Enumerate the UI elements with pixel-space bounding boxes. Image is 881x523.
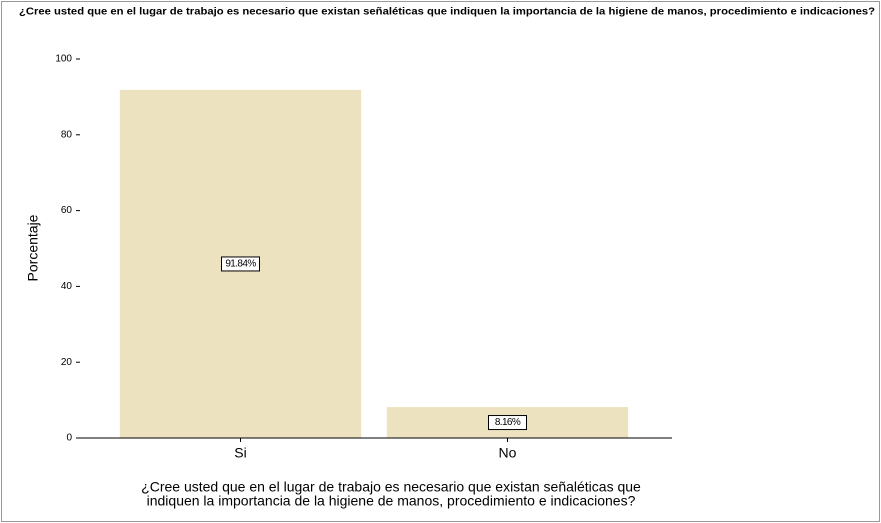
y-tick-label: 60 <box>61 205 73 216</box>
x-axis-label: ¿Cree usted que en el lugar de trabajo e… <box>141 479 641 495</box>
y-tick-label: 20 <box>61 357 73 368</box>
x-axis-label: indiquen la importancia de la higiene de… <box>147 493 636 509</box>
value-label: 91.84% <box>225 259 256 270</box>
value-label-box <box>221 256 260 272</box>
x-tick-label: No <box>499 445 517 461</box>
x-tick-label: Si <box>234 445 246 461</box>
y-axis-label: Porcentaje <box>25 214 41 281</box>
y-tick-label: 0 <box>66 433 72 444</box>
value-label: 8.16% <box>495 417 521 428</box>
chart-title: ¿Cree usted que en el lugar de trabajo e… <box>19 7 875 18</box>
y-tick-label: 40 <box>61 281 73 292</box>
y-tick-label: 80 <box>61 129 73 140</box>
y-tick-label: 100 <box>55 54 72 65</box>
value-label-box <box>488 415 527 431</box>
